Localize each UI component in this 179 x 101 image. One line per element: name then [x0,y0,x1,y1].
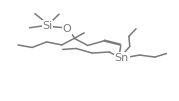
Text: O: O [63,24,71,34]
Text: Si: Si [42,21,53,31]
Text: Sn: Sn [115,53,129,63]
